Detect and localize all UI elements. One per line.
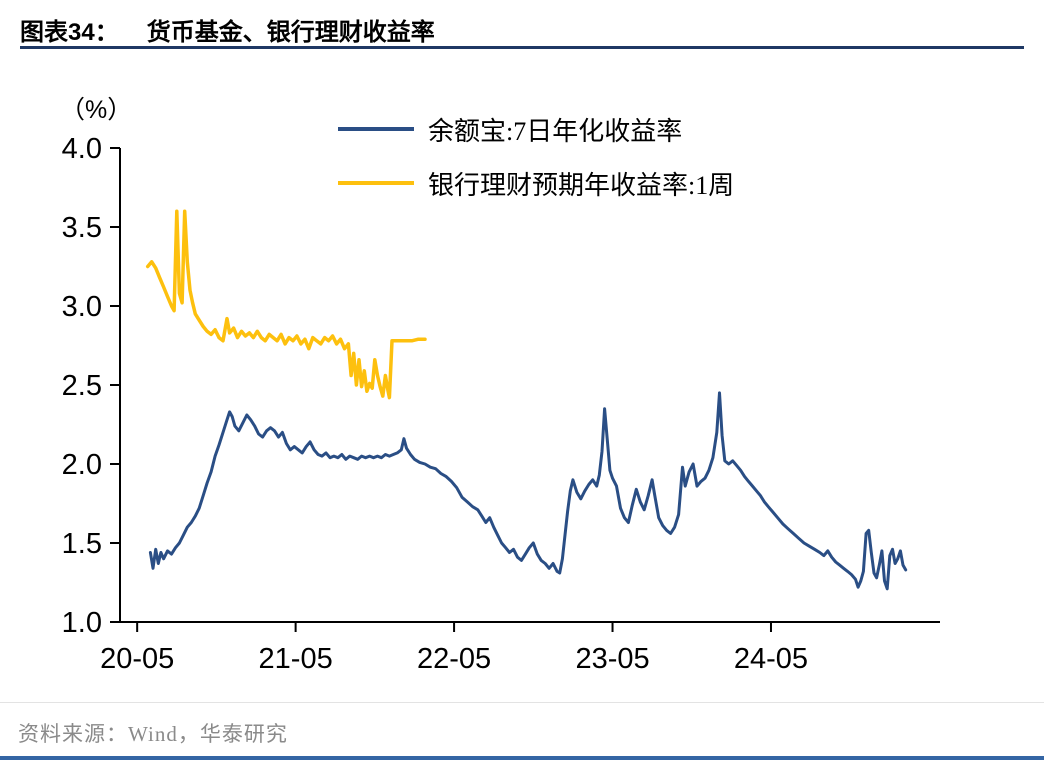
legend-label-bank-wmp: 银行理财预期年收益率:1周 xyxy=(428,170,735,200)
svg-text:3.0: 3.0 xyxy=(62,291,102,323)
svg-text:4.0: 4.0 xyxy=(62,133,102,165)
svg-text:1.0: 1.0 xyxy=(62,607,102,639)
chart-title: 货币基金、银行理财收益率 xyxy=(146,19,435,46)
svg-text:21-05: 21-05 xyxy=(259,643,333,675)
svg-text:20-05: 20-05 xyxy=(100,643,174,675)
svg-text:2.5: 2.5 xyxy=(62,370,102,402)
legend-line-gold xyxy=(338,181,414,185)
svg-text:23-05: 23-05 xyxy=(575,643,649,675)
y-axis-unit-label: （%） xyxy=(60,96,133,124)
legend-item-bank-wmp: 银行理财预期年收益率:1周 xyxy=(338,166,734,200)
line-chart-canvas: 1.0 1.5 2.0 2.5 3.0 3.5 4.0 20-05 21-05 22-05 23-0… xyxy=(62,133,940,675)
svg-text:22-05: 22-05 xyxy=(417,643,491,675)
legend-item-yuebao: 余额宝:7日年化收益率 xyxy=(338,112,734,146)
chart-header: 图表34： 货币基金、银行理财收益率 xyxy=(20,12,435,47)
footer-divider xyxy=(0,702,1044,703)
chart-number-label: 图表34： xyxy=(20,19,119,46)
title-underline xyxy=(20,46,1024,49)
svg-text:2.0: 2.0 xyxy=(62,449,102,481)
page-bottom-rule xyxy=(0,756,1044,760)
legend-line-blue xyxy=(338,127,414,131)
svg-text:3.5: 3.5 xyxy=(62,212,102,244)
svg-text:24-05: 24-05 xyxy=(734,643,808,675)
chart-legend: 余额宝:7日年化收益率 银行理财预期年收益率:1周 xyxy=(338,112,734,200)
svg-text:1.5: 1.5 xyxy=(62,528,102,560)
source-note: 资料来源：Wind，华泰研究 xyxy=(18,722,288,746)
legend-label-yuebao: 余额宝:7日年化收益率 xyxy=(428,116,683,146)
